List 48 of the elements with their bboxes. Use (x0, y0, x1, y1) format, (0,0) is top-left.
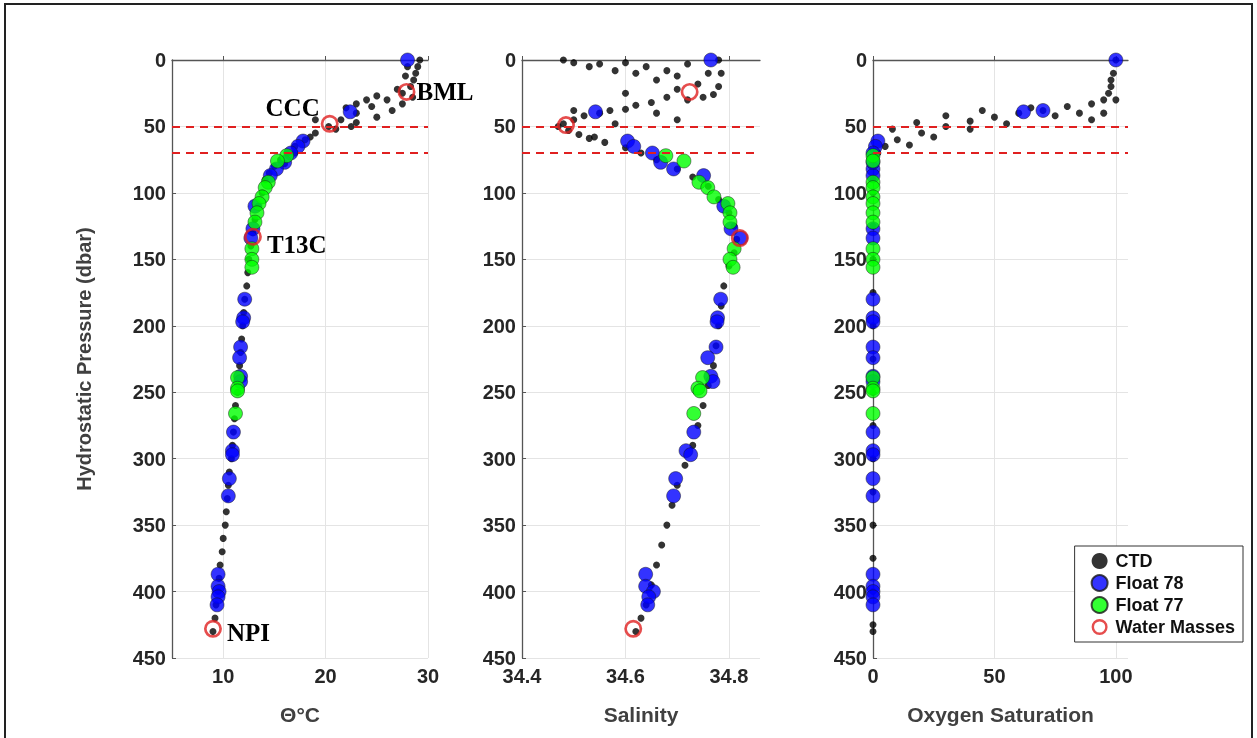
y-tick-label: 50 (844, 115, 867, 138)
y-axis-title: Hydrostatic Pressure (dbar) (73, 227, 95, 491)
annotation: NPI (226, 619, 271, 647)
y-tick-label: 50 (143, 115, 166, 138)
x-tick-label: 20 (314, 665, 337, 687)
x-tick-label: 34.8 (709, 665, 749, 687)
y-tick-label: 200 (482, 314, 516, 337)
y-tick-label: 400 (833, 580, 867, 603)
y-tick-label: 0 (855, 49, 867, 71)
y-tick-label: 350 (833, 514, 867, 537)
y-tick-label: 50 (493, 115, 516, 138)
legend-label: Water Masses (1115, 617, 1235, 637)
x-tick-label: 50 (983, 665, 1006, 687)
y-tick-label: 400 (132, 580, 166, 603)
y-tick-label: 250 (132, 381, 166, 404)
y-tick-label: 200 (833, 314, 867, 337)
x-tick-label: 30 (416, 665, 440, 687)
annotation: T13C (266, 231, 327, 259)
y-tick-label: 150 (482, 248, 516, 271)
y-tick-label: 150 (132, 248, 166, 271)
x-tick-label: 100 (1099, 665, 1133, 687)
y-tick-label: 150 (833, 248, 867, 271)
y-tick-label: 100 (132, 181, 166, 204)
y-tick-label: 250 (833, 381, 867, 404)
y-tick-label: 300 (132, 447, 166, 470)
y-tick-label: 350 (482, 514, 516, 537)
x-axis-title: Θ°C (280, 703, 320, 726)
annotation: BML (416, 78, 474, 106)
y-tick-label: 300 (482, 447, 516, 470)
y-tick-label: 450 (132, 647, 166, 669)
y-tick-label: 450 (833, 647, 867, 669)
x-tick-label: 34.6 (606, 665, 645, 687)
y-tick-label: 100 (833, 181, 867, 204)
x-axis-title: Oxygen Saturation (907, 703, 1094, 726)
y-tick-label: 350 (132, 514, 166, 537)
legend-label: CTD (1115, 551, 1153, 571)
y-tick-label: 300 (833, 447, 867, 470)
y-tick-label: 200 (132, 314, 166, 337)
legend-label: Float 78 (1115, 573, 1184, 593)
y-tick-label: 0 (154, 49, 166, 71)
y-tick-label: 250 (482, 381, 516, 404)
legend-label: Float 77 (1115, 595, 1184, 615)
y-tick-label: 400 (482, 580, 516, 603)
x-tick-label: 10 (212, 665, 235, 687)
y-tick-label: 0 (504, 49, 516, 71)
y-tick-label: 100 (482, 181, 516, 204)
x-axis-title: Salinity (603, 703, 679, 726)
annotation: CCC (265, 94, 320, 122)
